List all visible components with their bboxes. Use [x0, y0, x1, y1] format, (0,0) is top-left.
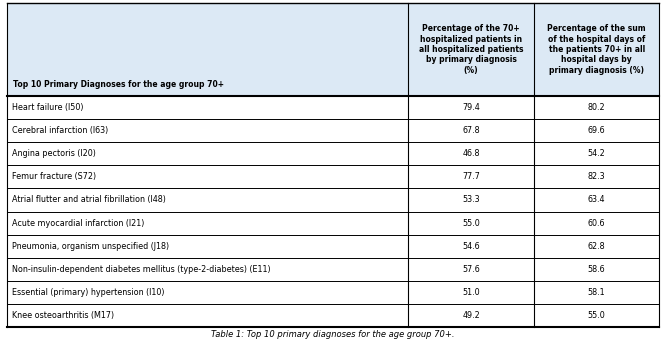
Text: Cerebral infarction (I63): Cerebral infarction (I63): [12, 126, 108, 135]
Text: 46.8: 46.8: [462, 149, 480, 158]
Text: 63.4: 63.4: [588, 195, 605, 205]
Bar: [408, 304, 534, 327]
Text: 49.2: 49.2: [462, 311, 480, 320]
Text: Percentage of the 70+
hospitalized patients in
all hospitalized patients
by prim: Percentage of the 70+ hospitalized patie…: [419, 24, 523, 75]
Text: Non-insulin-dependent diabetes mellitus (type-2-diabetes) (E11): Non-insulin-dependent diabetes mellitus …: [12, 265, 270, 274]
Text: 54.2: 54.2: [588, 149, 605, 158]
Bar: [408, 119, 534, 142]
Text: Essential (primary) hypertension (I10): Essential (primary) hypertension (I10): [12, 288, 165, 297]
Text: Table 1: Top 10 primary diagnoses for the age group 70+.: Table 1: Top 10 primary diagnoses for th…: [211, 330, 455, 339]
Bar: [534, 235, 659, 258]
Bar: [7, 235, 408, 258]
Bar: [7, 211, 408, 235]
Bar: [7, 119, 408, 142]
Bar: [7, 142, 408, 165]
Bar: [534, 188, 659, 211]
Text: Knee osteoarthritis (M17): Knee osteoarthritis (M17): [12, 311, 114, 320]
Text: Atrial flutter and atrial fibrillation (I48): Atrial flutter and atrial fibrillation (…: [12, 195, 166, 205]
Bar: [7, 304, 408, 327]
Text: 69.6: 69.6: [588, 126, 605, 135]
Bar: [534, 119, 659, 142]
Bar: [408, 3, 534, 96]
Text: 55.0: 55.0: [462, 219, 480, 228]
Bar: [534, 211, 659, 235]
Bar: [534, 3, 659, 96]
Bar: [534, 281, 659, 304]
Text: 58.1: 58.1: [588, 288, 605, 297]
Bar: [408, 142, 534, 165]
Text: Heart failure (I50): Heart failure (I50): [12, 103, 83, 112]
Bar: [7, 96, 408, 119]
Bar: [534, 258, 659, 281]
Bar: [7, 281, 408, 304]
Bar: [408, 281, 534, 304]
Text: Top 10 Primary Diagnoses for the age group 70+: Top 10 Primary Diagnoses for the age gro…: [13, 79, 224, 89]
Text: 55.0: 55.0: [588, 311, 605, 320]
Bar: [534, 304, 659, 327]
Text: 51.0: 51.0: [462, 288, 480, 297]
Bar: [7, 165, 408, 188]
Bar: [7, 258, 408, 281]
Bar: [534, 165, 659, 188]
Text: Femur fracture (S72): Femur fracture (S72): [12, 172, 96, 181]
Bar: [7, 188, 408, 211]
Bar: [408, 258, 534, 281]
Text: 79.4: 79.4: [462, 103, 480, 112]
Bar: [408, 188, 534, 211]
Bar: [534, 96, 659, 119]
Text: 54.6: 54.6: [462, 242, 480, 251]
Bar: [408, 235, 534, 258]
Text: 58.6: 58.6: [588, 265, 605, 274]
Bar: [408, 96, 534, 119]
Bar: [408, 211, 534, 235]
Text: Percentage of the sum
of the hospital days of
the patients 70+ in all
hospital d: Percentage of the sum of the hospital da…: [547, 24, 646, 75]
Text: 82.3: 82.3: [588, 172, 605, 181]
Text: Acute myocardial infarction (I21): Acute myocardial infarction (I21): [12, 219, 145, 228]
Text: 57.6: 57.6: [462, 265, 480, 274]
Text: 80.2: 80.2: [588, 103, 605, 112]
Bar: [408, 165, 534, 188]
Text: 67.8: 67.8: [462, 126, 480, 135]
Bar: [7, 3, 408, 96]
Bar: [534, 142, 659, 165]
Text: 60.6: 60.6: [588, 219, 605, 228]
Text: 62.8: 62.8: [588, 242, 605, 251]
Text: 53.3: 53.3: [462, 195, 480, 205]
Text: 77.7: 77.7: [462, 172, 480, 181]
Text: Pneumonia, organism unspecified (J18): Pneumonia, organism unspecified (J18): [12, 242, 169, 251]
Text: Angina pectoris (I20): Angina pectoris (I20): [12, 149, 96, 158]
